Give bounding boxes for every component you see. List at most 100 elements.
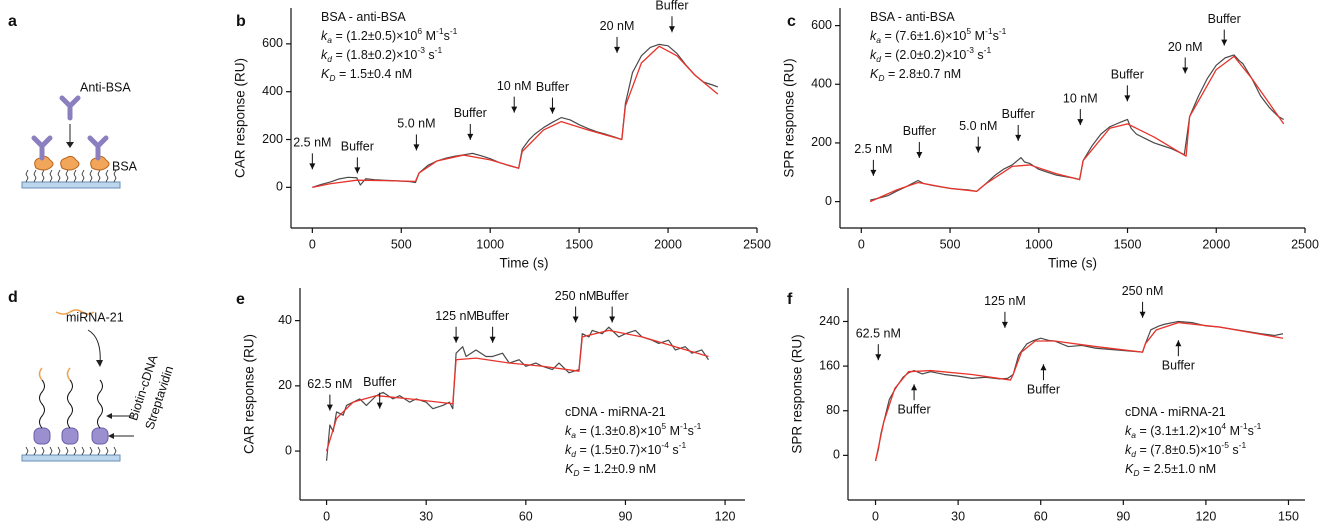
text-segment: -1 bbox=[984, 45, 992, 55]
x-tick-label: 120 bbox=[1195, 509, 1216, 523]
text-segment: K bbox=[870, 67, 879, 81]
text-segment: k bbox=[1125, 443, 1132, 457]
fit-parameters: kd = (2.0±0.2)×10-3 s-1 bbox=[870, 45, 992, 64]
y-tick-label: 400 bbox=[262, 84, 283, 98]
fit-parameters: BSA - anti-BSA bbox=[870, 10, 955, 24]
x-tick-label: 60 bbox=[519, 509, 533, 523]
arrow-head bbox=[1124, 95, 1131, 102]
linkers bbox=[25, 446, 117, 456]
diagram-a: a Anti-BSA BSA bbox=[8, 13, 138, 189]
arrow-head bbox=[467, 133, 474, 140]
fit-line bbox=[874, 321, 1284, 462]
mirna-strand bbox=[55, 309, 95, 315]
bound-mirna bbox=[38, 367, 71, 381]
text-segment: K bbox=[565, 462, 574, 476]
fit-parameters: kd = (1.8±0.2)×10-3 s-1 bbox=[321, 45, 443, 64]
text-segment: = (7.8±0.5)×10 bbox=[1136, 443, 1221, 457]
fit-parameters: ka = (1.2±0.5)×106 M-1s-1 bbox=[321, 26, 458, 45]
text-segment: k bbox=[870, 29, 877, 43]
y-tick-label: 0 bbox=[276, 180, 283, 194]
text-segment: -1 bbox=[436, 26, 444, 36]
arrow-head bbox=[326, 404, 333, 411]
text-segment: -1 bbox=[679, 440, 687, 450]
annotation-label: Buffer bbox=[1111, 68, 1144, 82]
text-segment: = (2.0±0.2)×10 bbox=[881, 48, 966, 62]
x-tick-label: 60 bbox=[1034, 509, 1048, 523]
y-tick-label: 20 bbox=[278, 378, 292, 392]
y-tick-label: 160 bbox=[819, 358, 840, 372]
annotation-label: 10 nM bbox=[497, 79, 532, 93]
measured-line bbox=[325, 326, 709, 461]
text-segment: = (1.8±0.2)×10 bbox=[332, 48, 417, 62]
x-tick-label: 1000 bbox=[1025, 237, 1053, 251]
text-segment: = (1.2±0.5)×10 bbox=[332, 29, 417, 43]
annotation-label: 125 nM bbox=[984, 294, 1026, 308]
text-segment: -1 bbox=[999, 26, 1007, 36]
text-segment: s bbox=[444, 29, 450, 43]
annotation-label: 5.0 nM bbox=[397, 117, 435, 131]
panel-letter: a bbox=[8, 13, 17, 30]
y-axis-label: SPR response (RU) bbox=[790, 334, 805, 453]
arrow-head bbox=[1001, 321, 1008, 328]
arrow-head bbox=[489, 336, 496, 343]
text-segment: -1 bbox=[450, 26, 458, 36]
y-tick-label: 240 bbox=[819, 314, 840, 328]
text-segment: = 1.2±0.9 nM bbox=[579, 462, 656, 476]
text-segment: -1 bbox=[1239, 440, 1247, 450]
text-segment: = (1.5±0.7)×10 bbox=[576, 443, 661, 457]
text-segment: M bbox=[971, 29, 985, 43]
text-segment: s bbox=[974, 48, 984, 62]
arrow-head bbox=[975, 146, 982, 153]
y-tick-label: 600 bbox=[811, 18, 832, 32]
annotation-label: 125 nM bbox=[435, 309, 477, 323]
y-axis-label: SPR response (RU) bbox=[782, 58, 797, 177]
arrow-head bbox=[66, 142, 74, 148]
x-tick-label: 150 bbox=[1278, 509, 1299, 523]
fit-parameters: BSA - anti-BSA bbox=[321, 10, 406, 24]
fit-parameters: ka = (3.1±1.2)×104 M-1s-1 bbox=[1125, 421, 1262, 440]
fit-parameters: KD = 1.2±0.9 nM bbox=[565, 462, 656, 478]
arrow-head bbox=[609, 316, 616, 323]
text-segment: 6 bbox=[417, 26, 422, 36]
text-segment: = 2.5±1.0 nM bbox=[1139, 462, 1216, 476]
x-tick-label: 30 bbox=[951, 509, 965, 523]
annotation-label: Buffer bbox=[898, 403, 931, 417]
annotation-label: Buffer bbox=[363, 375, 396, 389]
text-segment: M bbox=[1226, 424, 1240, 438]
text-segment: d bbox=[327, 54, 332, 64]
streptavidin bbox=[33, 427, 109, 445]
measured-line bbox=[874, 320, 1284, 462]
annotation-label: Buffer bbox=[596, 289, 629, 303]
substrate bbox=[21, 181, 121, 189]
text-segment: D bbox=[878, 73, 884, 83]
annotation-label: Buffer bbox=[341, 140, 374, 154]
annotation-label: Buffer bbox=[1002, 107, 1035, 121]
arrow-head bbox=[453, 336, 460, 343]
annotation-label: 20 nM bbox=[1168, 40, 1203, 54]
text-segment: -1 bbox=[694, 421, 702, 431]
fit-parameters: cDNA - miRNA-21 bbox=[565, 405, 666, 419]
text-segment: k bbox=[321, 48, 328, 62]
text-segment: = 2.8±0.7 nM bbox=[884, 67, 961, 81]
arrow-head bbox=[413, 144, 420, 151]
text-segment: cDNA - miRNA-21 bbox=[1125, 405, 1226, 419]
y-tick-label: 0 bbox=[825, 194, 832, 208]
annotation-label: Buffer bbox=[1162, 359, 1195, 373]
text-segment: -1 bbox=[680, 421, 688, 431]
text-segment: s bbox=[688, 424, 694, 438]
text-segment: a bbox=[327, 35, 332, 45]
annotation-label: 2.5 nM bbox=[293, 136, 331, 150]
text-segment: -1 bbox=[985, 26, 993, 36]
chart: f0306090120150080160240Time (min)SPR res… bbox=[787, 284, 1305, 528]
y-tick-label: 80 bbox=[826, 403, 840, 417]
text-segment: -5 bbox=[1221, 440, 1229, 450]
arrow-head bbox=[1182, 67, 1189, 74]
x-tick-label: 120 bbox=[715, 509, 736, 523]
panel-letter: d bbox=[8, 289, 18, 306]
annotation-label: Buffer bbox=[454, 106, 487, 120]
annotation-label: Buffer bbox=[1208, 12, 1241, 26]
label: miRNA-21 bbox=[66, 310, 124, 324]
annotation-label: 62.5 nM bbox=[307, 377, 352, 391]
text-segment: D bbox=[329, 73, 335, 83]
annotation-label: 62.5 nM bbox=[856, 326, 901, 340]
